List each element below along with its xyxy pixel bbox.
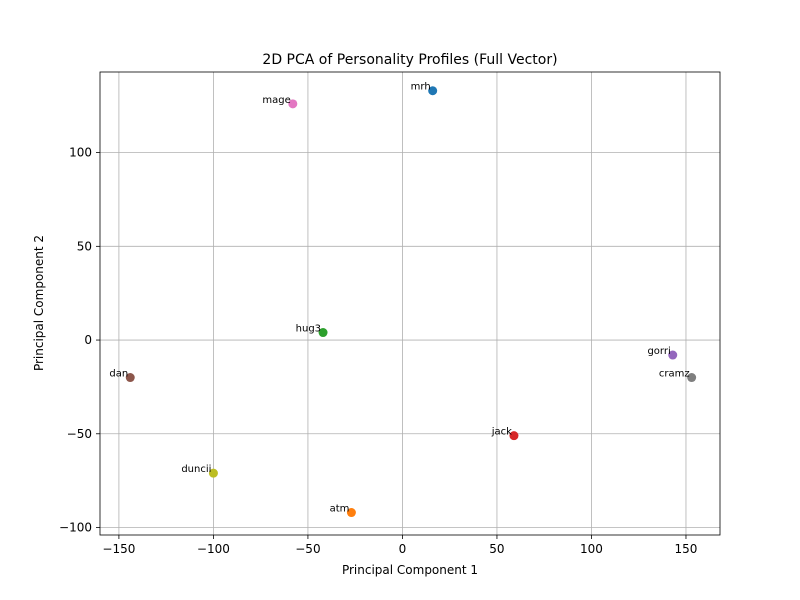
data-point-label-mrh: mrh	[411, 82, 431, 93]
x-tick-label: −50	[295, 542, 320, 556]
data-point-mage	[288, 99, 298, 109]
x-tick-label: 0	[399, 542, 407, 556]
y-tick-label: −50	[67, 427, 92, 441]
data-point-label-mage: mage	[262, 95, 290, 106]
data-point-label-gorri: gorri	[647, 346, 670, 357]
chart-title: 2D PCA of Personality Profiles (Full Vec…	[262, 52, 557, 68]
data-point-label-cramz: cramz	[659, 369, 690, 380]
y-tick-label: 0	[84, 333, 92, 347]
data-point-label-dan: dan	[109, 369, 128, 380]
y-axis-label: Principal Component 2	[32, 235, 46, 371]
data-point-cramz	[687, 373, 697, 383]
ticks-layer: −150 −100 −50 0 50 100 150 −100 −50 0 50 100	[59, 146, 697, 556]
data-point-dan	[125, 373, 135, 383]
x-tick-label: −100	[197, 542, 230, 556]
plot-frame	[99, 71, 721, 536]
data-point-mrh	[428, 86, 438, 96]
data-point-label-jack: jack	[491, 427, 512, 438]
data-point-atm	[346, 508, 356, 518]
x-tick-label: 50	[489, 542, 504, 556]
x-axis-label: Principal Component 1	[342, 563, 478, 577]
data-point-label-hug3: hug3	[296, 324, 321, 335]
data-point-label-atm: atm	[330, 504, 350, 515]
grid-layer	[100, 72, 720, 535]
data-point-gorri	[668, 350, 678, 360]
points-layer: mrh atm hug3 jack gorri dan mage cramz duncii	[109, 82, 697, 518]
data-point-hug3	[318, 328, 328, 338]
y-tick-label: 50	[77, 239, 92, 253]
y-tick-label: 100	[69, 146, 92, 160]
x-tick-label: −150	[102, 542, 135, 556]
x-tick-label: 100	[580, 542, 603, 556]
data-point-duncii	[208, 468, 218, 478]
y-tick-label: −100	[59, 521, 92, 535]
data-point-label-duncii: duncii	[181, 464, 211, 475]
data-point-jack	[509, 431, 519, 441]
x-tick-label: 150	[675, 542, 698, 556]
